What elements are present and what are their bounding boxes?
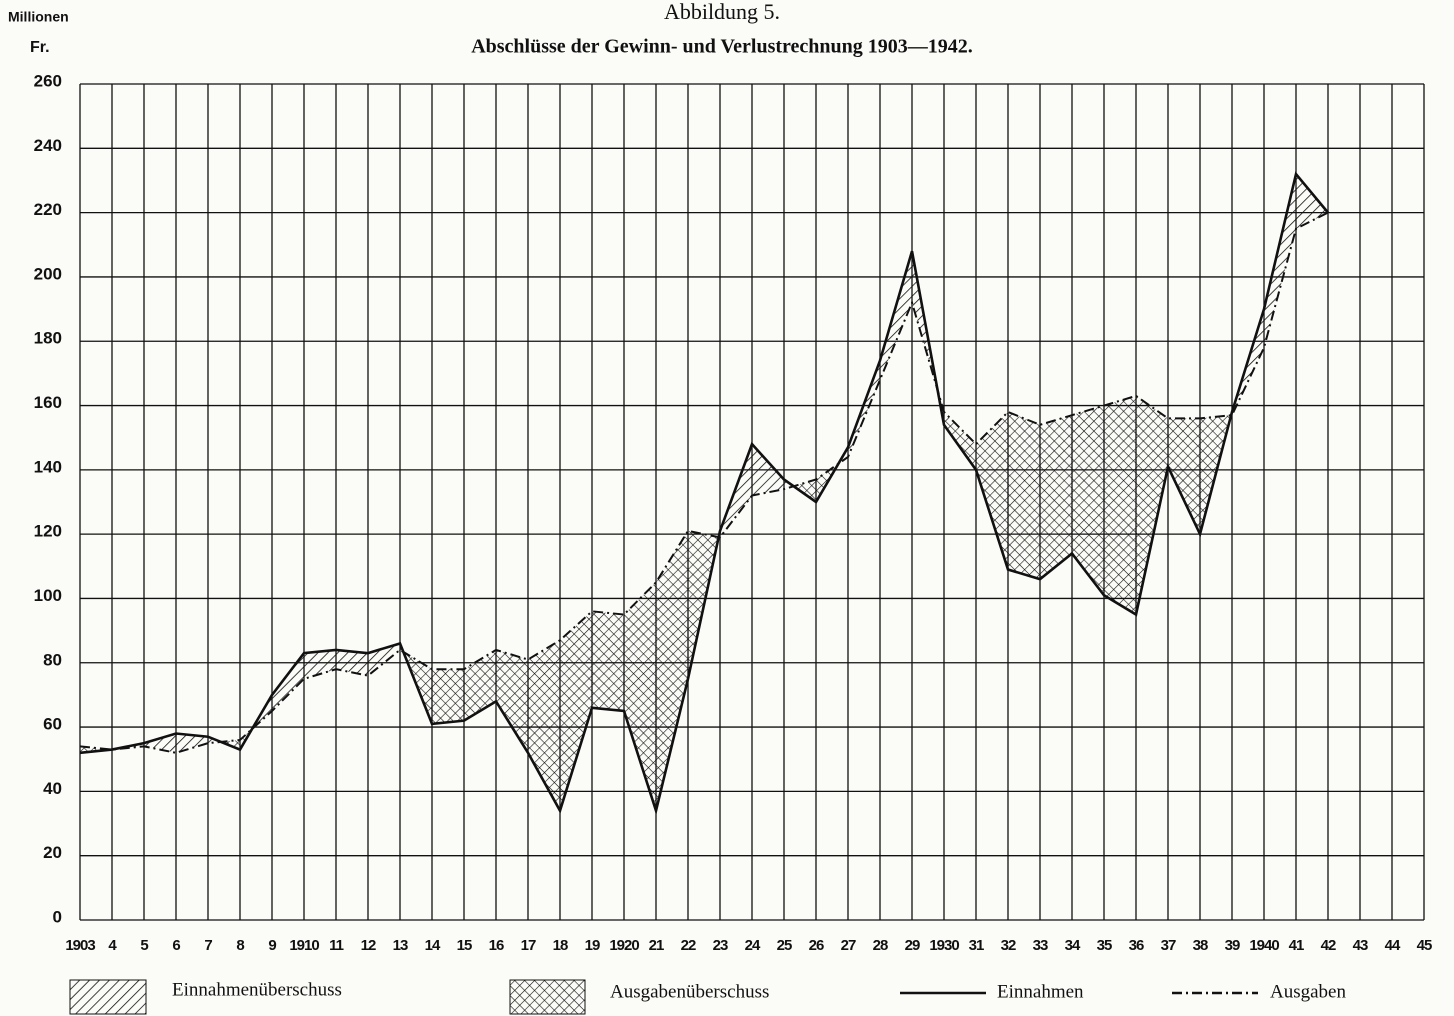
series-line (79, 211, 1329, 754)
series-line (79, 171, 1330, 816)
x-tick-label: 32 (1001, 937, 1016, 954)
deficit-area (1168, 418, 1200, 535)
deficit-area (1136, 395, 1168, 615)
deficit-area (592, 611, 624, 711)
x-tick-label: 7 (204, 937, 212, 954)
deficit-area (496, 649, 528, 753)
deficit-area (624, 582, 656, 811)
y-tick-label: 200 (34, 264, 62, 283)
x-tick-label: 37 (1161, 937, 1176, 954)
y-axis-label: Millionen (8, 9, 69, 25)
deficit-area (528, 640, 560, 811)
y-tick-label: 100 (34, 586, 62, 605)
deficit-area (1104, 395, 1136, 615)
x-tick-label: 8 (236, 937, 244, 954)
x-tick-label: 9 (268, 937, 276, 954)
deficit-area (1008, 411, 1040, 580)
x-tick-label: 24 (745, 937, 761, 954)
x-tick-label: 25 (777, 937, 792, 954)
x-tick-label: 36 (1129, 937, 1144, 954)
deficit-area (793, 479, 816, 502)
x-tick-label: 1920 (609, 937, 639, 954)
x-tick-label: 26 (809, 937, 824, 954)
x-tick-label: 28 (873, 937, 888, 954)
surplus-area (336, 649, 368, 676)
legend-label: Einnahmenüberschuss (172, 979, 342, 1000)
x-tick-label: 1910 (289, 937, 319, 954)
deficit-area (944, 411, 976, 470)
surplus-area (144, 733, 176, 753)
x-tick-label: 19 (585, 937, 600, 954)
x-tick-label: 23 (713, 937, 728, 954)
surplus-area (1296, 174, 1328, 229)
legend-label: Einnahmen (997, 981, 1084, 1002)
surplus-area (1264, 174, 1296, 348)
y-axis-label: Fr. (30, 39, 50, 56)
y-tick-label: 60 (43, 715, 62, 734)
x-tick-label: 42 (1321, 937, 1336, 954)
y-tick-label: 120 (34, 522, 62, 541)
x-tick-label: 16 (489, 937, 504, 954)
surplus-area (752, 444, 784, 496)
x-tick-label: 31 (969, 937, 984, 954)
x-tick-label: 43 (1353, 937, 1368, 954)
y-tick-label: 240 (34, 136, 62, 155)
x-tick-label: 18 (553, 937, 568, 954)
deficit-area (976, 411, 1008, 570)
x-tick-label: 27 (841, 937, 856, 954)
x-tick-label: 6 (172, 937, 180, 954)
x-tick-label: 14 (425, 937, 441, 954)
legend-swatch (69, 979, 147, 1015)
y-tick-label: 20 (43, 843, 62, 862)
x-tick-label: 41 (1289, 937, 1304, 954)
deficit-area (464, 649, 496, 721)
deficit-area (432, 669, 464, 724)
x-tick-label: 13 (393, 937, 408, 954)
chart-subtitle: Abschlüsse der Gewinn- und Verlustrechnu… (471, 36, 973, 58)
x-tick-label: 5 (140, 937, 148, 954)
x-tick-label: 29 (905, 937, 920, 954)
x-tick-label: 12 (361, 937, 376, 954)
y-tick-label: 180 (34, 329, 62, 348)
x-tick-label: 33 (1033, 937, 1048, 954)
surplus-area (880, 251, 912, 380)
y-tick-label: 160 (34, 393, 62, 412)
x-tick-label: 45 (1417, 937, 1432, 954)
x-tick-label: 1930 (929, 937, 959, 954)
legend-swatch (509, 979, 586, 1015)
x-tick-label: 44 (1385, 937, 1401, 954)
x-tick-label: 4 (108, 937, 117, 954)
chart-title: Abbildung 5. (664, 0, 780, 24)
x-tick-label: 1903 (65, 937, 95, 954)
x-tick-label: 1940 (1249, 937, 1279, 954)
x-tick-label: 35 (1097, 937, 1112, 954)
surplus-area (272, 653, 304, 711)
x-tick-label: 17 (521, 937, 536, 954)
x-tick-label: 38 (1193, 937, 1208, 954)
y-tick-label: 40 (43, 779, 62, 798)
x-tick-label: 34 (1065, 937, 1081, 954)
x-tick-label: 21 (649, 937, 664, 954)
y-tick-label: 80 (43, 650, 62, 669)
y-tick-label: 140 (34, 457, 62, 476)
y-tick-label: 0 (53, 907, 62, 926)
legend-label: Ausgaben (1270, 981, 1346, 1002)
x-tick-label: 22 (681, 937, 696, 954)
x-tick-label: 11 (329, 937, 344, 954)
deficit-area (560, 611, 592, 811)
x-tick-label: 39 (1225, 937, 1240, 954)
surplus-area (176, 733, 208, 753)
y-tick-label: 220 (34, 200, 62, 219)
deficit-area (1072, 405, 1104, 596)
surplus-area (304, 649, 336, 679)
x-tick-label: 15 (457, 937, 472, 954)
deficit-area (1040, 415, 1072, 580)
legend-label: Ausgabenüberschuss (610, 981, 769, 1002)
y-tick-label: 260 (34, 71, 62, 90)
deficit-area (656, 530, 688, 811)
